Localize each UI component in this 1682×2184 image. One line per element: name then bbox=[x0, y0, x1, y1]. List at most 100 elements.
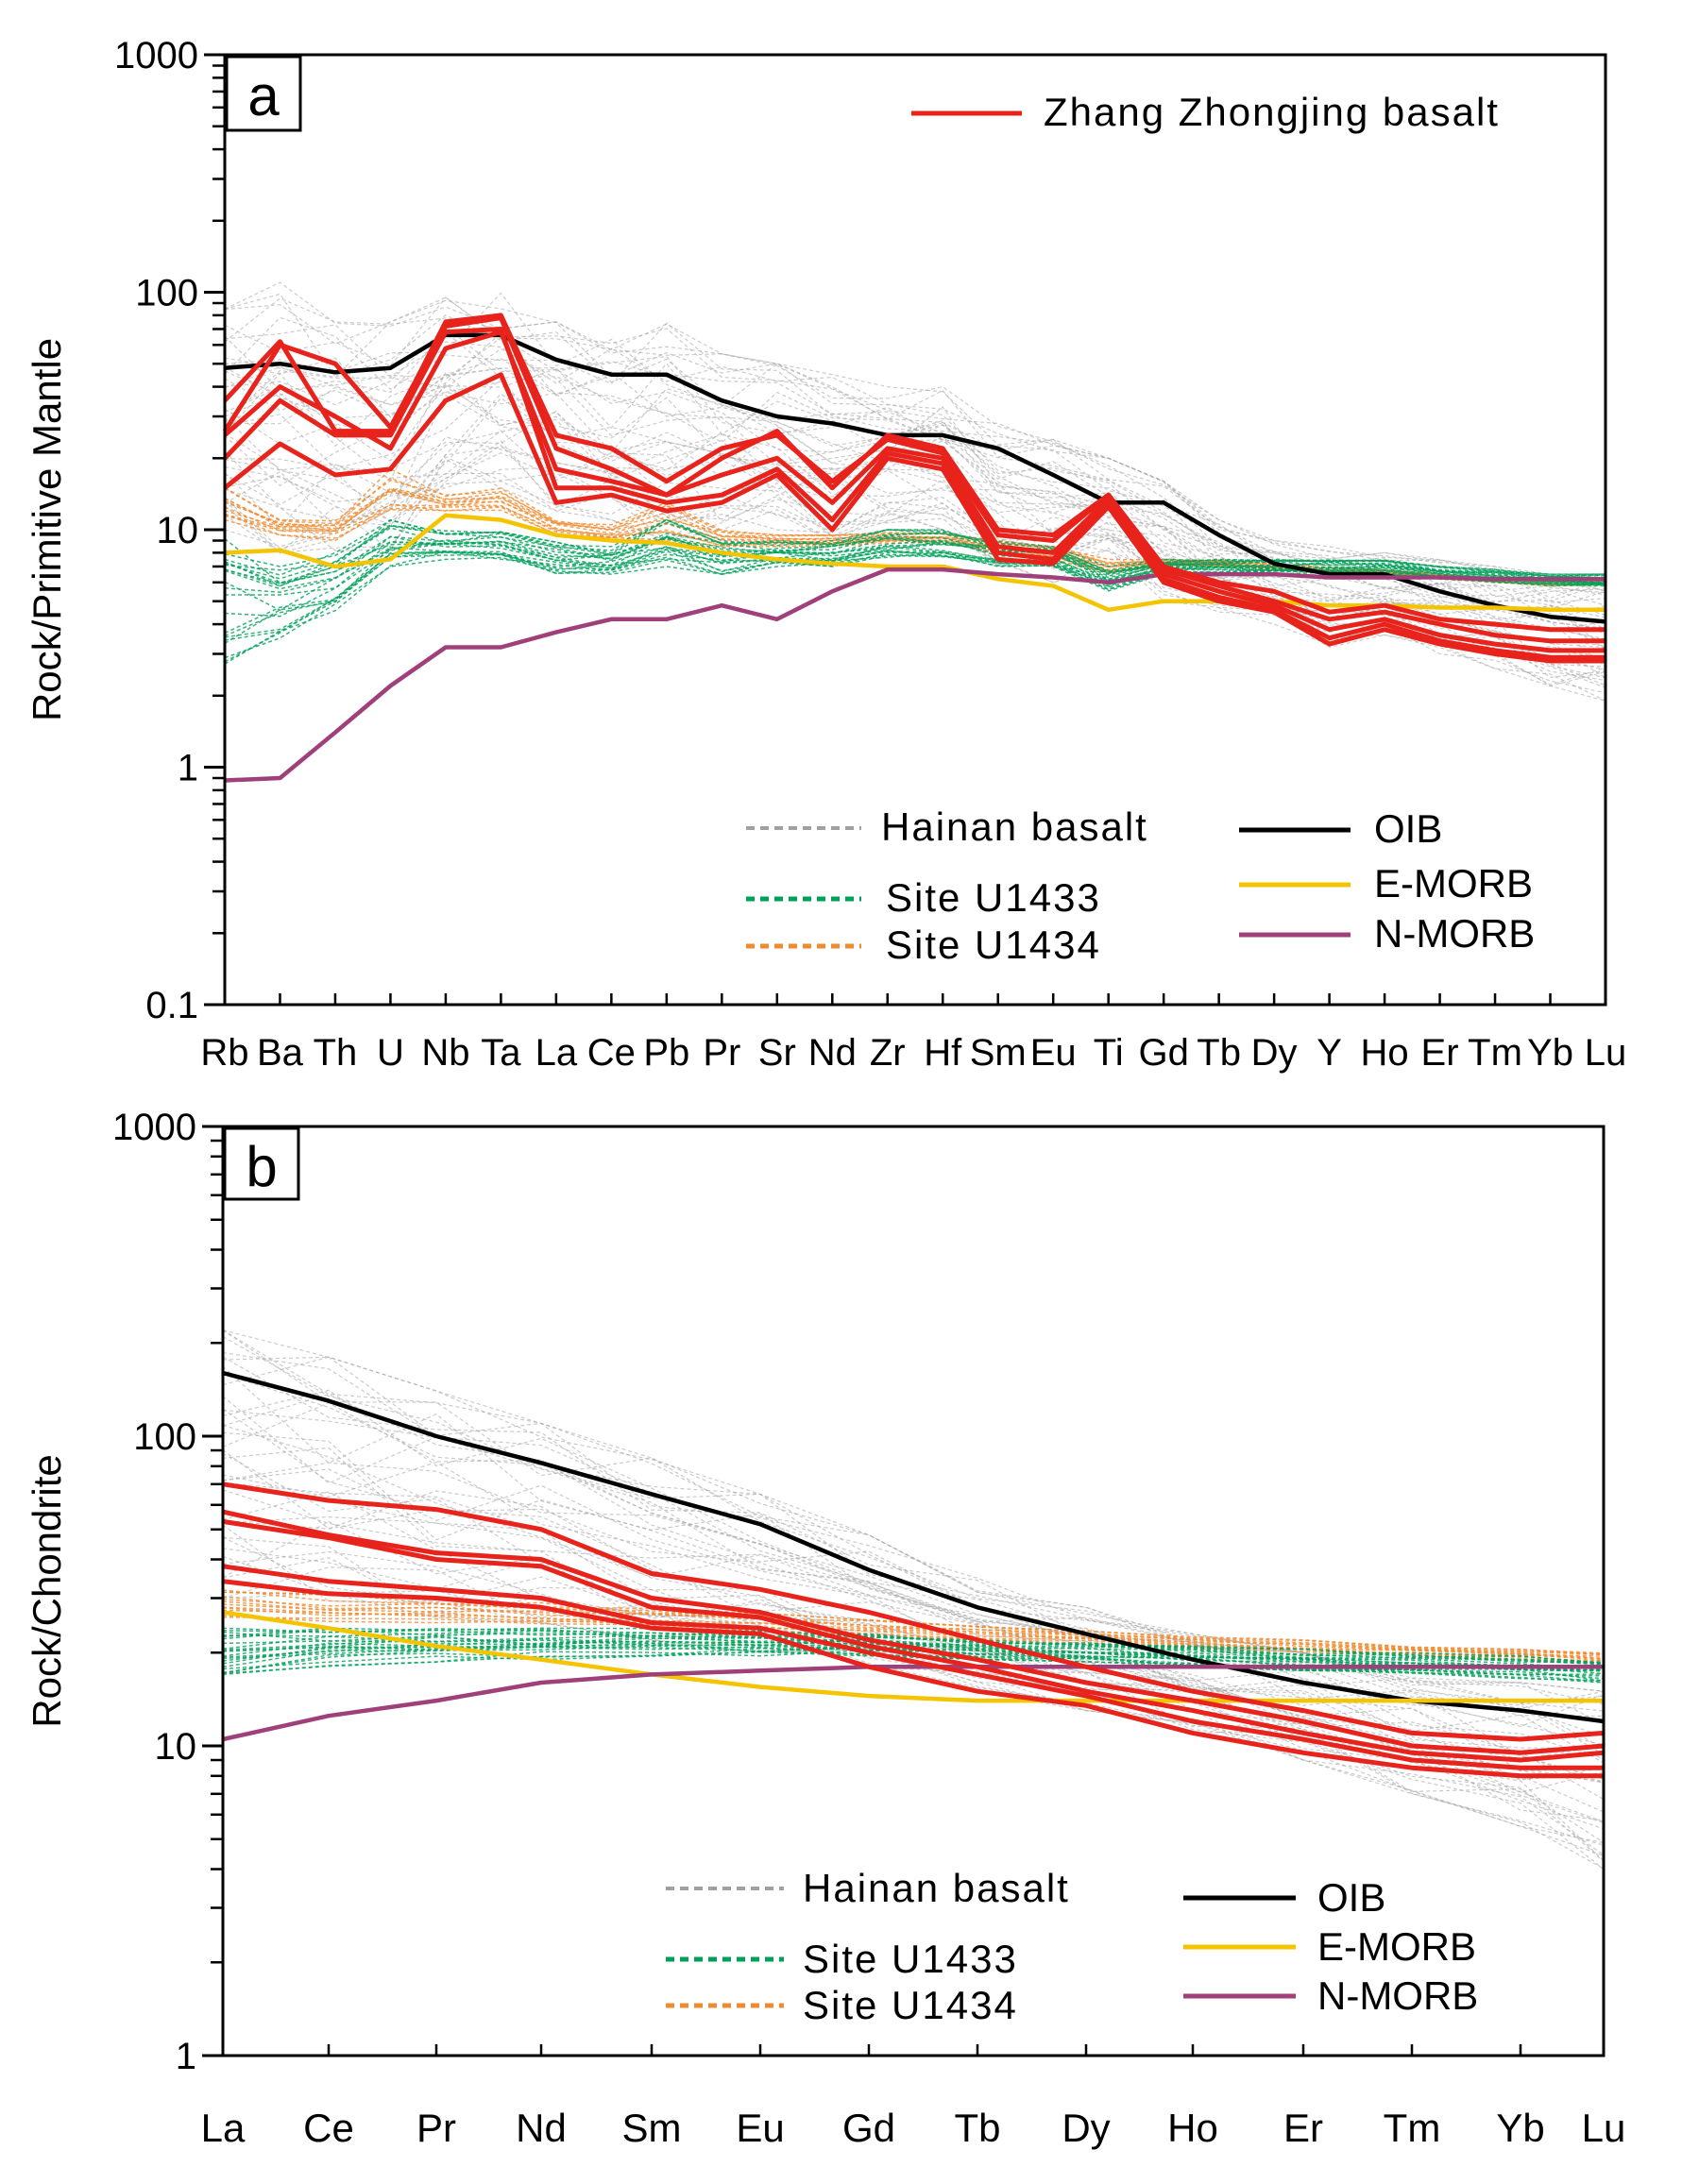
series-line-zhang bbox=[223, 372, 1606, 664]
panel-b-y-axis-label: Rock/Chondrite bbox=[25, 1454, 69, 1727]
series-line-zhang bbox=[223, 330, 1606, 653]
u1434-sample-line bbox=[224, 488, 1606, 582]
hainan-sample-line bbox=[224, 297, 1606, 592]
hainan-sample-line bbox=[224, 394, 1606, 679]
series-line-zhang bbox=[222, 1564, 1604, 1770]
y-tick-label: 1 bbox=[176, 2036, 196, 2077]
series-line-nmorb bbox=[224, 567, 1606, 783]
x-tick-label-yb: Yb bbox=[1527, 1032, 1573, 1074]
hainan-sample-line bbox=[222, 1389, 1605, 1755]
hainan-sample-line bbox=[224, 293, 1606, 602]
x-tick-label-eu: Eu bbox=[736, 2106, 784, 2150]
panel-a-y-axis-label: Rock/Primitive Mantle bbox=[25, 338, 69, 721]
panel-a-label: a bbox=[247, 64, 280, 127]
panel-b-x-tick-labels: La Ce Pr Nd Sm Eu Gd Tb Dy Ho Er Tm Yb Lu bbox=[201, 2044, 1625, 2150]
legend-text-hainan-b: Hainan basalt bbox=[803, 1866, 1070, 1910]
x-tick-label-u: U bbox=[377, 1032, 404, 1074]
hainan-sample-line bbox=[222, 1402, 1605, 1760]
hainan-sample-line bbox=[222, 1555, 1605, 1844]
series-line-oib bbox=[224, 332, 1606, 624]
series-line-zhang bbox=[222, 1509, 1605, 1755]
x-tick-label-th: Th bbox=[314, 1032, 358, 1074]
x-tick-label-la: La bbox=[535, 1032, 578, 1074]
panel-b-main-lines bbox=[222, 1370, 1605, 1779]
hainan-sample-line bbox=[222, 1356, 1605, 1710]
panel-b-label-box bbox=[223, 1126, 300, 1201]
panel-b-frame bbox=[221, 1125, 1606, 2057]
series-line-zhang bbox=[222, 1481, 1605, 1742]
hainan-sample-line bbox=[222, 1329, 1605, 1692]
x-tick-label-gd: Gd bbox=[1138, 1032, 1188, 1074]
legend-text-hainan: Hainan basalt bbox=[881, 804, 1148, 849]
panel-a-label-box bbox=[225, 55, 302, 132]
hainan-sample-line bbox=[222, 1409, 1605, 1737]
legend-text-u1434: Site U1434 bbox=[886, 923, 1101, 967]
u1433-sample-line bbox=[224, 527, 1606, 587]
x-tick-label-sr: Sr bbox=[758, 1032, 796, 1074]
panel-b-label: b bbox=[246, 1135, 277, 1198]
y-tick-label: 1000 bbox=[114, 35, 198, 76]
x-tick-label-rb: Rb bbox=[200, 1032, 248, 1074]
u1433-sample-line bbox=[224, 550, 1606, 663]
u1433-sample-line bbox=[224, 546, 1606, 637]
x-tick-label-ba: Ba bbox=[257, 1032, 304, 1074]
x-tick-label-ce: Ce bbox=[303, 2106, 354, 2150]
x-tick-label-y: Y bbox=[1317, 1032, 1342, 1074]
y-tick-label: 0.1 bbox=[145, 985, 198, 1026]
panel-a-legend: Zhang Zhongjing basalt Hainan basalt Sit… bbox=[746, 90, 1535, 967]
hainan-sample-line bbox=[222, 1336, 1605, 1717]
x-tick-label-tb: Tb bbox=[1197, 1032, 1241, 1074]
hainan-sample-line bbox=[222, 1524, 1605, 1862]
x-tick-label-eu: Eu bbox=[1030, 1032, 1077, 1074]
x-tick-label-gd: Gd bbox=[842, 2106, 895, 2150]
y-tick-label: 10 bbox=[157, 510, 199, 551]
hainan-sample-line bbox=[224, 281, 1606, 594]
x-tick-label-la: La bbox=[201, 2106, 246, 2150]
x-tick-label-ta: Ta bbox=[481, 1032, 521, 1074]
legend-text-emorb: E-MORB bbox=[1374, 861, 1533, 906]
y-tick-label: 1 bbox=[178, 748, 198, 789]
hainan-sample-line bbox=[222, 1520, 1605, 1862]
x-tick-label-hf: Hf bbox=[924, 1032, 962, 1074]
panel-b-background-lines bbox=[222, 1329, 1605, 1870]
series-line-zhang bbox=[222, 315, 1606, 633]
u1433-sample-line bbox=[222, 1628, 1605, 1665]
u1433-sample-line bbox=[224, 544, 1606, 635]
panel-b-legend: Hainan basalt Site U1433 Site U1434 OIB … bbox=[666, 1866, 1478, 2027]
x-tick-label-pr: Pr bbox=[703, 1032, 740, 1074]
hainan-sample-line bbox=[224, 410, 1606, 649]
x-tick-label-pb: Pb bbox=[643, 1032, 689, 1074]
series-line-zhang bbox=[222, 1579, 1604, 1779]
x-tick-label-tm: Tm bbox=[1468, 1032, 1522, 1074]
legend-text-nmorb: N-MORB bbox=[1374, 911, 1535, 956]
x-tick-label-ho: Ho bbox=[1167, 2106, 1218, 2150]
legend-text-oib: OIB bbox=[1374, 806, 1442, 851]
x-tick-label-zr: Zr bbox=[870, 1032, 906, 1074]
u1433-sample-line bbox=[224, 554, 1606, 659]
legend-text-zhang: Zhang Zhongjing basalt bbox=[1044, 90, 1500, 134]
x-tick-label-sm: Sm bbox=[622, 2106, 682, 2150]
u1433-sample-line bbox=[224, 543, 1606, 618]
x-tick-label-er: Er bbox=[1283, 2106, 1323, 2150]
panel-a-main-lines bbox=[222, 313, 1606, 783]
hainan-sample-line bbox=[224, 430, 1606, 659]
x-tick-label-ce: Ce bbox=[587, 1032, 636, 1074]
y-tick-label: 100 bbox=[135, 273, 198, 314]
legend-text-u1433: Site U1433 bbox=[886, 875, 1101, 920]
y-tick-label: 10 bbox=[155, 1726, 197, 1768]
panel-b-y-ticks: 1 10 100 1000 bbox=[112, 1107, 223, 2077]
series-line-oib bbox=[222, 1370, 1605, 1724]
series-line-zhang bbox=[222, 1518, 1605, 1763]
x-tick-label-ti: Ti bbox=[1094, 1032, 1124, 1074]
u1433-sample-line bbox=[222, 1627, 1605, 1665]
x-tick-label-pr: Pr bbox=[416, 2106, 456, 2150]
series-line-emorb bbox=[222, 1610, 1604, 1703]
panel-a-background-lines bbox=[224, 281, 1606, 702]
x-tick-label-ho: Ho bbox=[1361, 1032, 1409, 1074]
legend-text-oib-b: OIB bbox=[1317, 1875, 1385, 1920]
hainan-sample-line bbox=[222, 1461, 1605, 1764]
x-tick-label-dy: Dy bbox=[1251, 1032, 1298, 1074]
y-tick-label: 100 bbox=[133, 1416, 196, 1458]
x-tick-label-er: Er bbox=[1421, 1032, 1459, 1074]
hainan-sample-line bbox=[224, 316, 1606, 604]
